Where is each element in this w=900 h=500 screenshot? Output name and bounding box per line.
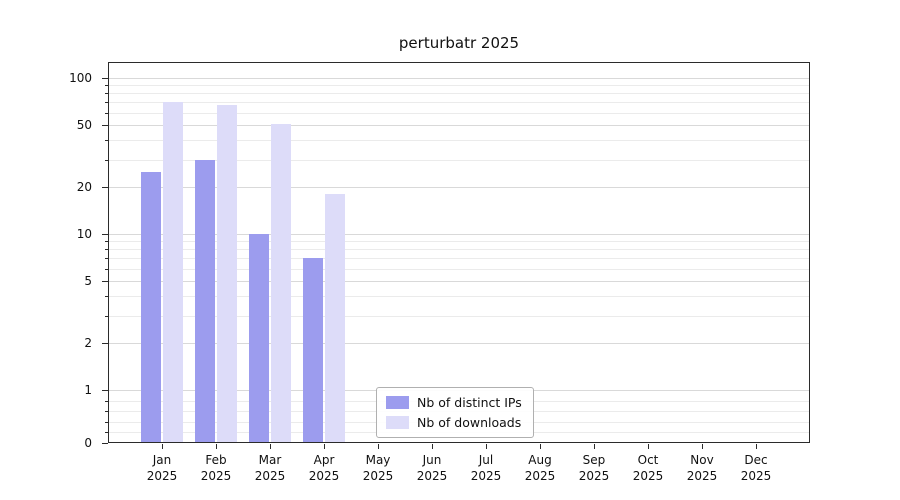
- y-tick-mark: [102, 443, 108, 444]
- y-tick-mark: [102, 234, 108, 235]
- x-tick-mark: [216, 444, 217, 449]
- x-tick-label-mar: Mar 2025: [254, 453, 286, 483]
- gridline: [108, 249, 810, 251]
- gridline: [108, 187, 810, 188]
- y-tick-mark: [105, 159, 108, 161]
- gridline: [108, 234, 810, 235]
- x-tick-mark: [594, 444, 595, 449]
- x-tick-mark: [540, 444, 541, 449]
- y-tick-mark: [105, 296, 108, 298]
- gridline: [108, 258, 810, 260]
- gridline: [108, 296, 810, 298]
- gridline: [108, 281, 810, 282]
- chart-title: perturbatr 2025: [398, 34, 520, 52]
- x-tick-mark: [702, 444, 703, 449]
- y-tick-mark: [105, 268, 108, 270]
- legend-item-distinct-ips: Nb of distinct IPs: [386, 395, 522, 410]
- bar-nb-of-downloads-jan-2025: [163, 102, 183, 443]
- y-tick-mark: [105, 140, 108, 142]
- x-tick-mark: [378, 444, 379, 449]
- gridline: [108, 93, 810, 95]
- legend: Nb of distinct IPs Nb of downloads: [376, 387, 534, 438]
- y-tick-mark: [105, 421, 108, 423]
- x-tick-mark: [432, 444, 433, 449]
- legend-label-downloads: Nb of downloads: [417, 415, 522, 430]
- y-tick-mark: [105, 85, 108, 87]
- x-tick-label-oct: Oct 2025: [632, 453, 664, 483]
- x-tick-label-jul: Jul 2025: [470, 453, 502, 483]
- gridline: [108, 112, 810, 114]
- x-tick-mark: [756, 444, 757, 449]
- bar-nb-of-distinct-ips-apr-2025: [303, 258, 323, 443]
- x-tick-label-sep: Sep 2025: [578, 453, 610, 483]
- y-tick-mark: [102, 390, 108, 391]
- gridline: [108, 241, 810, 243]
- x-tick-label-apr: Apr 2025: [308, 453, 340, 483]
- y-tick-mark: [105, 411, 108, 413]
- x-tick-label-jun: Jun 2025: [416, 453, 448, 483]
- y-tick-mark: [105, 258, 108, 260]
- y-tick-label: 50: [76, 118, 92, 132]
- x-tick-mark: [648, 444, 649, 449]
- gridline: [108, 343, 810, 344]
- gridline: [108, 140, 810, 142]
- gridline: [108, 78, 810, 79]
- y-tick-mark: [102, 281, 108, 282]
- y-tick-mark: [105, 241, 108, 243]
- y-tick-label: 100: [69, 71, 92, 85]
- legend-label-distinct-ips: Nb of distinct IPs: [417, 395, 522, 410]
- legend-swatch-distinct-ips: [386, 396, 409, 409]
- bar-nb-of-downloads-feb-2025: [217, 105, 237, 443]
- x-tick-label-feb: Feb 2025: [200, 453, 232, 483]
- bar-nb-of-distinct-ips-feb-2025: [195, 159, 215, 443]
- x-tick-label-dec: Dec 2025: [740, 453, 772, 483]
- x-tick-mark: [162, 444, 163, 449]
- bar-nb-of-downloads-mar-2025: [271, 123, 291, 443]
- x-tick-label-may: May 2025: [362, 453, 394, 483]
- legend-item-downloads: Nb of downloads: [386, 415, 522, 430]
- y-tick-mark: [105, 315, 108, 317]
- y-tick-label: 10: [76, 227, 92, 241]
- gridline: [108, 315, 810, 317]
- y-tick-label: 2: [84, 336, 92, 350]
- gridline: [108, 85, 810, 87]
- x-tick-label-jan: Jan 2025: [146, 453, 178, 483]
- bar-nb-of-downloads-apr-2025: [325, 194, 345, 443]
- y-tick-mark: [105, 432, 108, 434]
- y-tick-label: 20: [76, 180, 92, 194]
- x-axis: Jan 2025 Feb 2025 Mar 2025 Apr 2025 May 2025 Jun 20…: [108, 443, 810, 493]
- bar-nb-of-distinct-ips-jan-2025: [141, 171, 161, 443]
- y-tick-label: 5: [84, 274, 92, 288]
- legend-swatch-downloads: [386, 416, 409, 429]
- y-tick-mark: [105, 102, 108, 104]
- x-tick-mark: [486, 444, 487, 449]
- y-tick-mark: [102, 343, 108, 344]
- y-tick-mark: [105, 249, 108, 251]
- y-tick-label: 0: [84, 436, 92, 450]
- y-tick-mark: [105, 112, 108, 114]
- gridline: [108, 125, 810, 126]
- gridline: [108, 159, 810, 161]
- x-tick-mark: [270, 444, 271, 449]
- gridline: [108, 102, 810, 104]
- y-axis: 0 1 2 5 10 20 50 100: [0, 62, 108, 450]
- x-tick-mark: [324, 444, 325, 449]
- y-tick-mark: [102, 187, 108, 188]
- y-tick-mark: [105, 400, 108, 402]
- y-tick-mark: [105, 93, 108, 95]
- gridline: [108, 268, 810, 270]
- x-tick-label-nov: Nov 2025: [686, 453, 718, 483]
- y-tick-mark: [102, 78, 108, 79]
- x-tick-label-aug: Aug 2025: [524, 453, 556, 483]
- y-tick-mark: [102, 125, 108, 126]
- bar-nb-of-distinct-ips-mar-2025: [249, 234, 269, 443]
- y-tick-label: 1: [84, 383, 92, 397]
- plot-area: Nb of distinct IPs Nb of downloads: [108, 62, 810, 443]
